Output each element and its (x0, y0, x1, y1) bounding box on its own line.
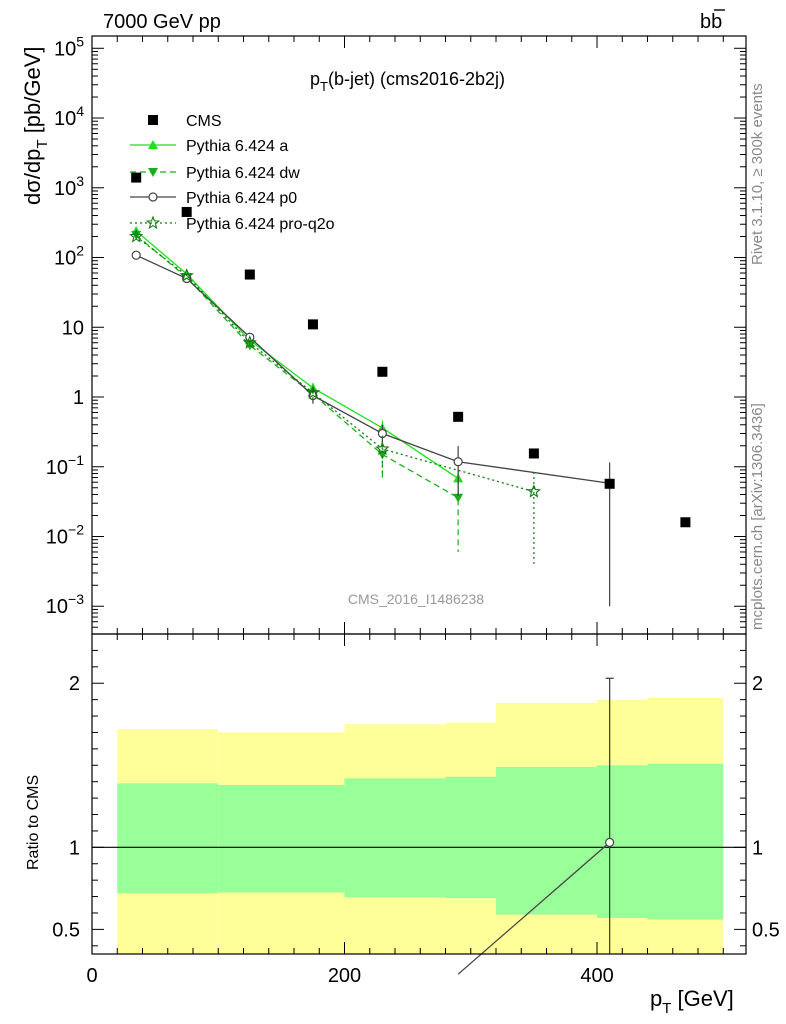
cms-data-point (131, 172, 142, 183)
header-right: bb (700, 11, 722, 33)
y-tick-label: 10−1 (46, 452, 84, 479)
series-line-0 (135, 230, 459, 479)
legend-label: Pythia 6.424 a (186, 138, 288, 155)
ratio-axis-label: Ratio to CMS (25, 775, 42, 870)
ratio-line-p0 (457, 841, 611, 975)
series-point (242, 335, 257, 349)
rivet-label: Rivet 3.1.10, ≥ 300k events (749, 83, 766, 265)
header-left: 7000 GeV pp (103, 11, 221, 33)
ratio-green-band (218, 784, 345, 893)
cms-data-point (453, 411, 464, 422)
series-line-3 (135, 236, 535, 493)
cms-data-point (181, 206, 192, 217)
legend-marker (148, 115, 158, 125)
y-tick-label: 10−2 (46, 522, 84, 549)
mcplots-label: mcplots.cern.ch [arXiv:1306.3436] (749, 403, 766, 630)
cms-data-point (377, 366, 388, 377)
series-point (375, 441, 390, 455)
series-point (526, 484, 542, 498)
ratio-tick-label-right: 1 (752, 837, 763, 859)
cms-data-point (528, 448, 539, 459)
series-point (305, 385, 321, 399)
legend-marker (148, 168, 158, 177)
y-tick-label: 102 (54, 243, 84, 270)
ratio-green-band (597, 765, 648, 918)
y-axis-label: dσ/dpT [pb/GeV] (20, 46, 51, 205)
x-axis-label: pT [GeV] (650, 986, 734, 1017)
legend-label: Pythia 6.424 p0 (186, 190, 297, 207)
x-tick-label: 200 (328, 965, 361, 987)
ratio-green-band (496, 766, 598, 915)
series-point (129, 228, 144, 243)
series-point (453, 493, 464, 503)
legend-label: Pythia 6.424 pro-q2o (186, 216, 335, 233)
cms-data-point (680, 517, 691, 528)
ratio-tick-label-left: 2 (69, 673, 80, 695)
cms-data-point (307, 319, 318, 330)
ratio-tick-label-left: 0.5 (52, 919, 80, 941)
y-tick-label: 1 (73, 387, 84, 409)
legend-label: Pythia 6.424 dw (186, 165, 300, 182)
cms-data-point (604, 478, 615, 489)
legend-marker (148, 192, 158, 202)
x-tick-label: 0 (86, 965, 97, 987)
chart-title: pT(b-jet) (cms2016-2b2j) (310, 69, 505, 94)
ratio-green-band (117, 783, 219, 894)
series-point (179, 268, 194, 282)
ratio-green-band (344, 778, 446, 898)
ratio-tick-label-left: 1 (69, 837, 80, 859)
watermark: CMS_2016_I1486238 (348, 591, 484, 607)
ratio-point (605, 837, 615, 848)
series-point (453, 457, 463, 467)
legend-marker (148, 140, 158, 149)
ratio-green-band (445, 776, 497, 899)
y-tick-label: 10−3 (46, 591, 84, 618)
ratio-tick-label-right: 2 (752, 673, 763, 695)
x-tick-label: 400 (580, 965, 613, 987)
ratio-green-band (647, 763, 724, 920)
ratio-frame (91, 633, 747, 955)
legend-label: CMS (186, 113, 222, 130)
y-tick-label: 104 (54, 103, 84, 130)
cms-data-point (244, 269, 255, 280)
y-tick-label: 105 (54, 33, 84, 60)
series-line-1 (135, 234, 459, 499)
y-tick-label: 103 (54, 173, 84, 200)
series-point (131, 250, 141, 260)
legend-marker (145, 215, 161, 230)
y-tick-label: 10 (62, 317, 84, 339)
ratio-tick-label-right: 0.5 (752, 919, 780, 941)
